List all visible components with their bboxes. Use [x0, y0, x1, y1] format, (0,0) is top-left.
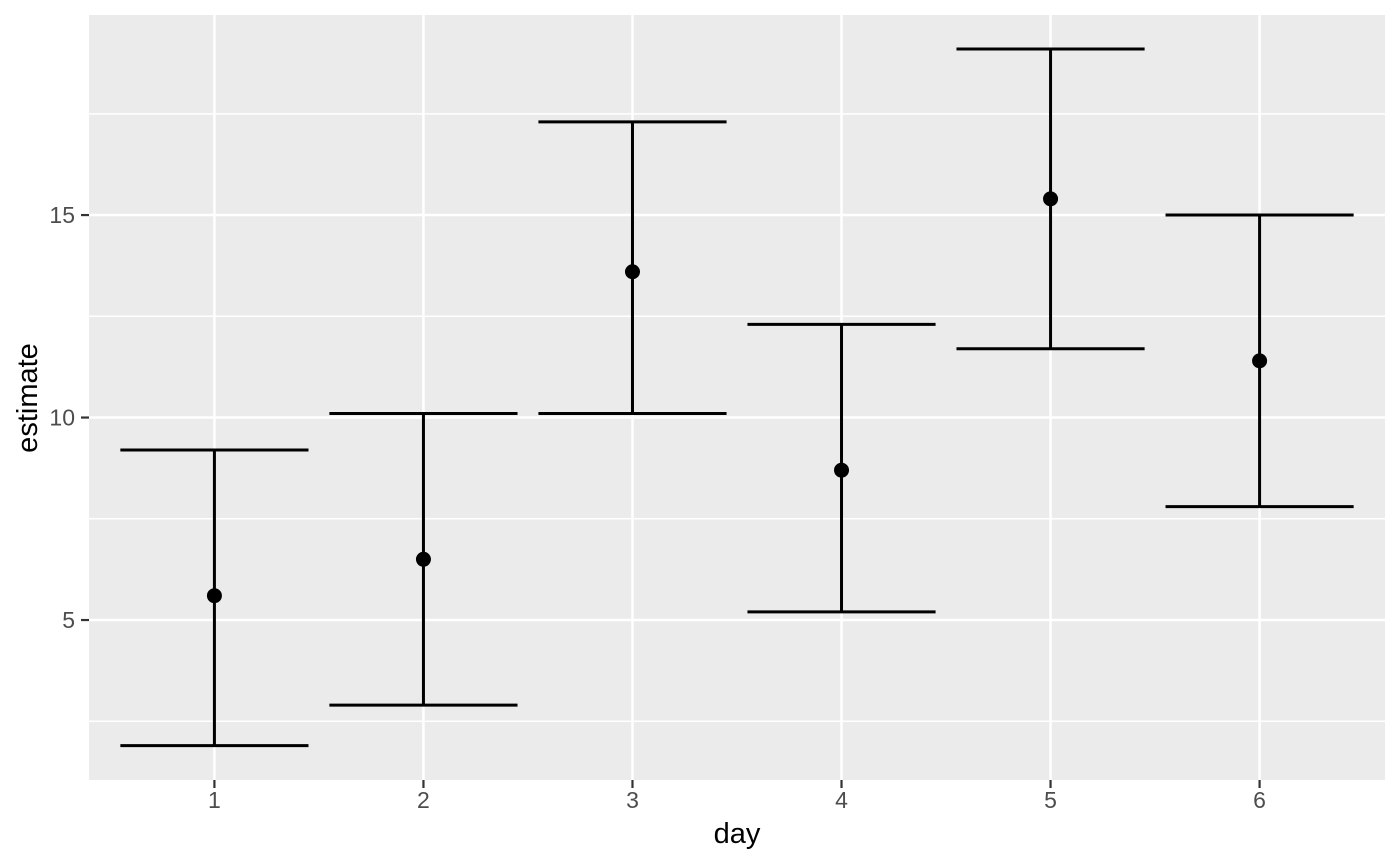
- x-axis-title: day: [713, 818, 761, 850]
- point-estimate: [624, 264, 640, 280]
- point-estimate: [1043, 191, 1059, 207]
- panel-background: [89, 15, 1385, 780]
- x-tick-label: 3: [626, 787, 639, 813]
- y-tick-label: 5: [62, 607, 75, 633]
- x-tick-label: 4: [835, 787, 848, 813]
- point-estimate: [206, 588, 222, 604]
- x-tick-label: 2: [417, 787, 430, 813]
- x-tick-label: 5: [1044, 787, 1057, 813]
- y-tick-label: 15: [49, 202, 75, 228]
- point-estimate: [1252, 353, 1268, 369]
- y-axis-title: estimate: [12, 343, 44, 453]
- y-tick-label: 10: [49, 405, 75, 431]
- point-estimate: [834, 462, 850, 478]
- x-tick-label: 1: [208, 787, 221, 813]
- point-estimate: [415, 551, 431, 567]
- x-tick-label: 6: [1253, 787, 1266, 813]
